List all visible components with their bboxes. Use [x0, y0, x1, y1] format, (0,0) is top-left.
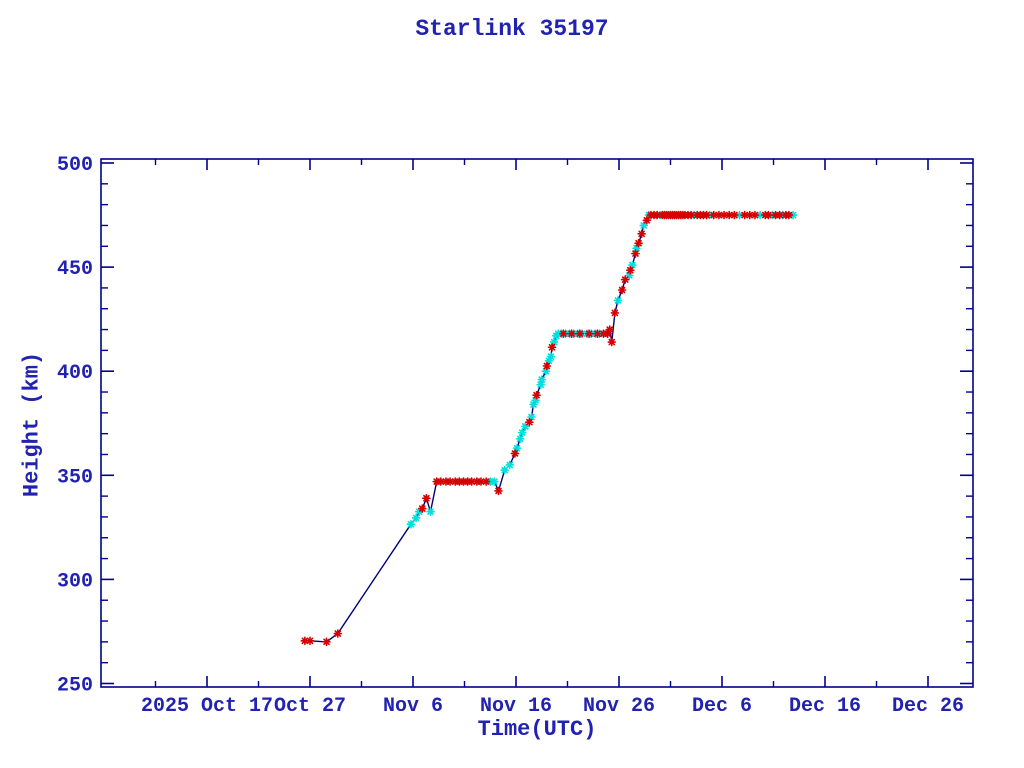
- data-point-marker: [305, 636, 315, 646]
- plot-frame: [100, 158, 974, 688]
- data-point-marker: [490, 477, 499, 486]
- data-point-marker: [542, 361, 552, 371]
- data-point-marker: [626, 265, 635, 275]
- data-point-marker: [547, 342, 557, 352]
- data-point-marker: [584, 329, 594, 339]
- data-point-marker: [610, 308, 620, 318]
- data-point-marker: [546, 352, 556, 361]
- tick-label: 250: [57, 675, 93, 698]
- data-point-marker: [525, 417, 534, 427]
- data-point-marker: [532, 390, 541, 400]
- data-point-marker: [642, 215, 652, 225]
- data-point-marker: [333, 629, 343, 638]
- data-point-marker: [567, 329, 576, 339]
- tick-label: 2025 Oct 17: [141, 695, 273, 718]
- data-point-marker: [500, 465, 509, 475]
- data-point-marker: [505, 460, 515, 470]
- data-point-marker: [411, 513, 421, 523]
- data-point-marker: [541, 366, 551, 376]
- data-point-marker: [605, 325, 615, 334]
- data-point-marker: [702, 210, 711, 220]
- data-point-marker: [517, 428, 527, 437]
- data-point-marker: [426, 507, 435, 517]
- data-point-marker: [536, 380, 546, 390]
- tick-label: 350: [57, 466, 93, 489]
- tick-label: Dec 16: [789, 695, 861, 718]
- data-point-marker: [559, 329, 568, 339]
- data-point-marker: [613, 296, 623, 305]
- data-point-marker: [515, 434, 525, 444]
- data-point-marker: [740, 210, 749, 220]
- data-point-marker: [494, 486, 503, 496]
- data-point-marker: [686, 210, 696, 220]
- data-point-marker: [512, 443, 522, 453]
- data-point-marker: [537, 375, 547, 384]
- data-point-marker: [510, 449, 520, 458]
- data-point-marker: [406, 519, 416, 529]
- data-point-marker: [575, 329, 585, 339]
- tick-label: Nov 26: [583, 695, 655, 718]
- tick-label: Dec 6: [692, 695, 752, 718]
- tick-label: Dec 26: [892, 695, 964, 718]
- data-point-marker: [639, 221, 649, 230]
- tick-label: 400: [57, 362, 93, 385]
- data-point-marker: [417, 504, 427, 513]
- tick-label: 450: [57, 258, 93, 281]
- data-point-marker: [764, 210, 773, 220]
- chart-title: Starlink 35197: [415, 16, 609, 42]
- data-point-marker: [634, 238, 643, 248]
- tick-label: Oct 27: [274, 695, 346, 718]
- tick-label: Nov 6: [383, 695, 443, 718]
- height-curve: [304, 214, 794, 643]
- data-point-marker: [607, 337, 617, 347]
- data-point-marker: [422, 493, 431, 503]
- data-point-marker: [620, 275, 630, 284]
- tick-label: 500: [57, 154, 93, 177]
- data-point-marker: [531, 396, 540, 405]
- data-point-marker: [617, 285, 627, 295]
- tick-label: Nov 16: [480, 695, 552, 718]
- tick-label: 300: [57, 570, 93, 593]
- data-point-marker: [631, 249, 640, 258]
- data-point-marker: [730, 210, 739, 220]
- data-point-marker: [637, 229, 646, 239]
- data-point-marker: [322, 637, 331, 647]
- data-point-marker: [750, 210, 760, 220]
- data-point-marker: [481, 477, 491, 486]
- data-point-marker: [784, 210, 794, 220]
- x-axis-title: Time(UTC): [477, 717, 597, 742]
